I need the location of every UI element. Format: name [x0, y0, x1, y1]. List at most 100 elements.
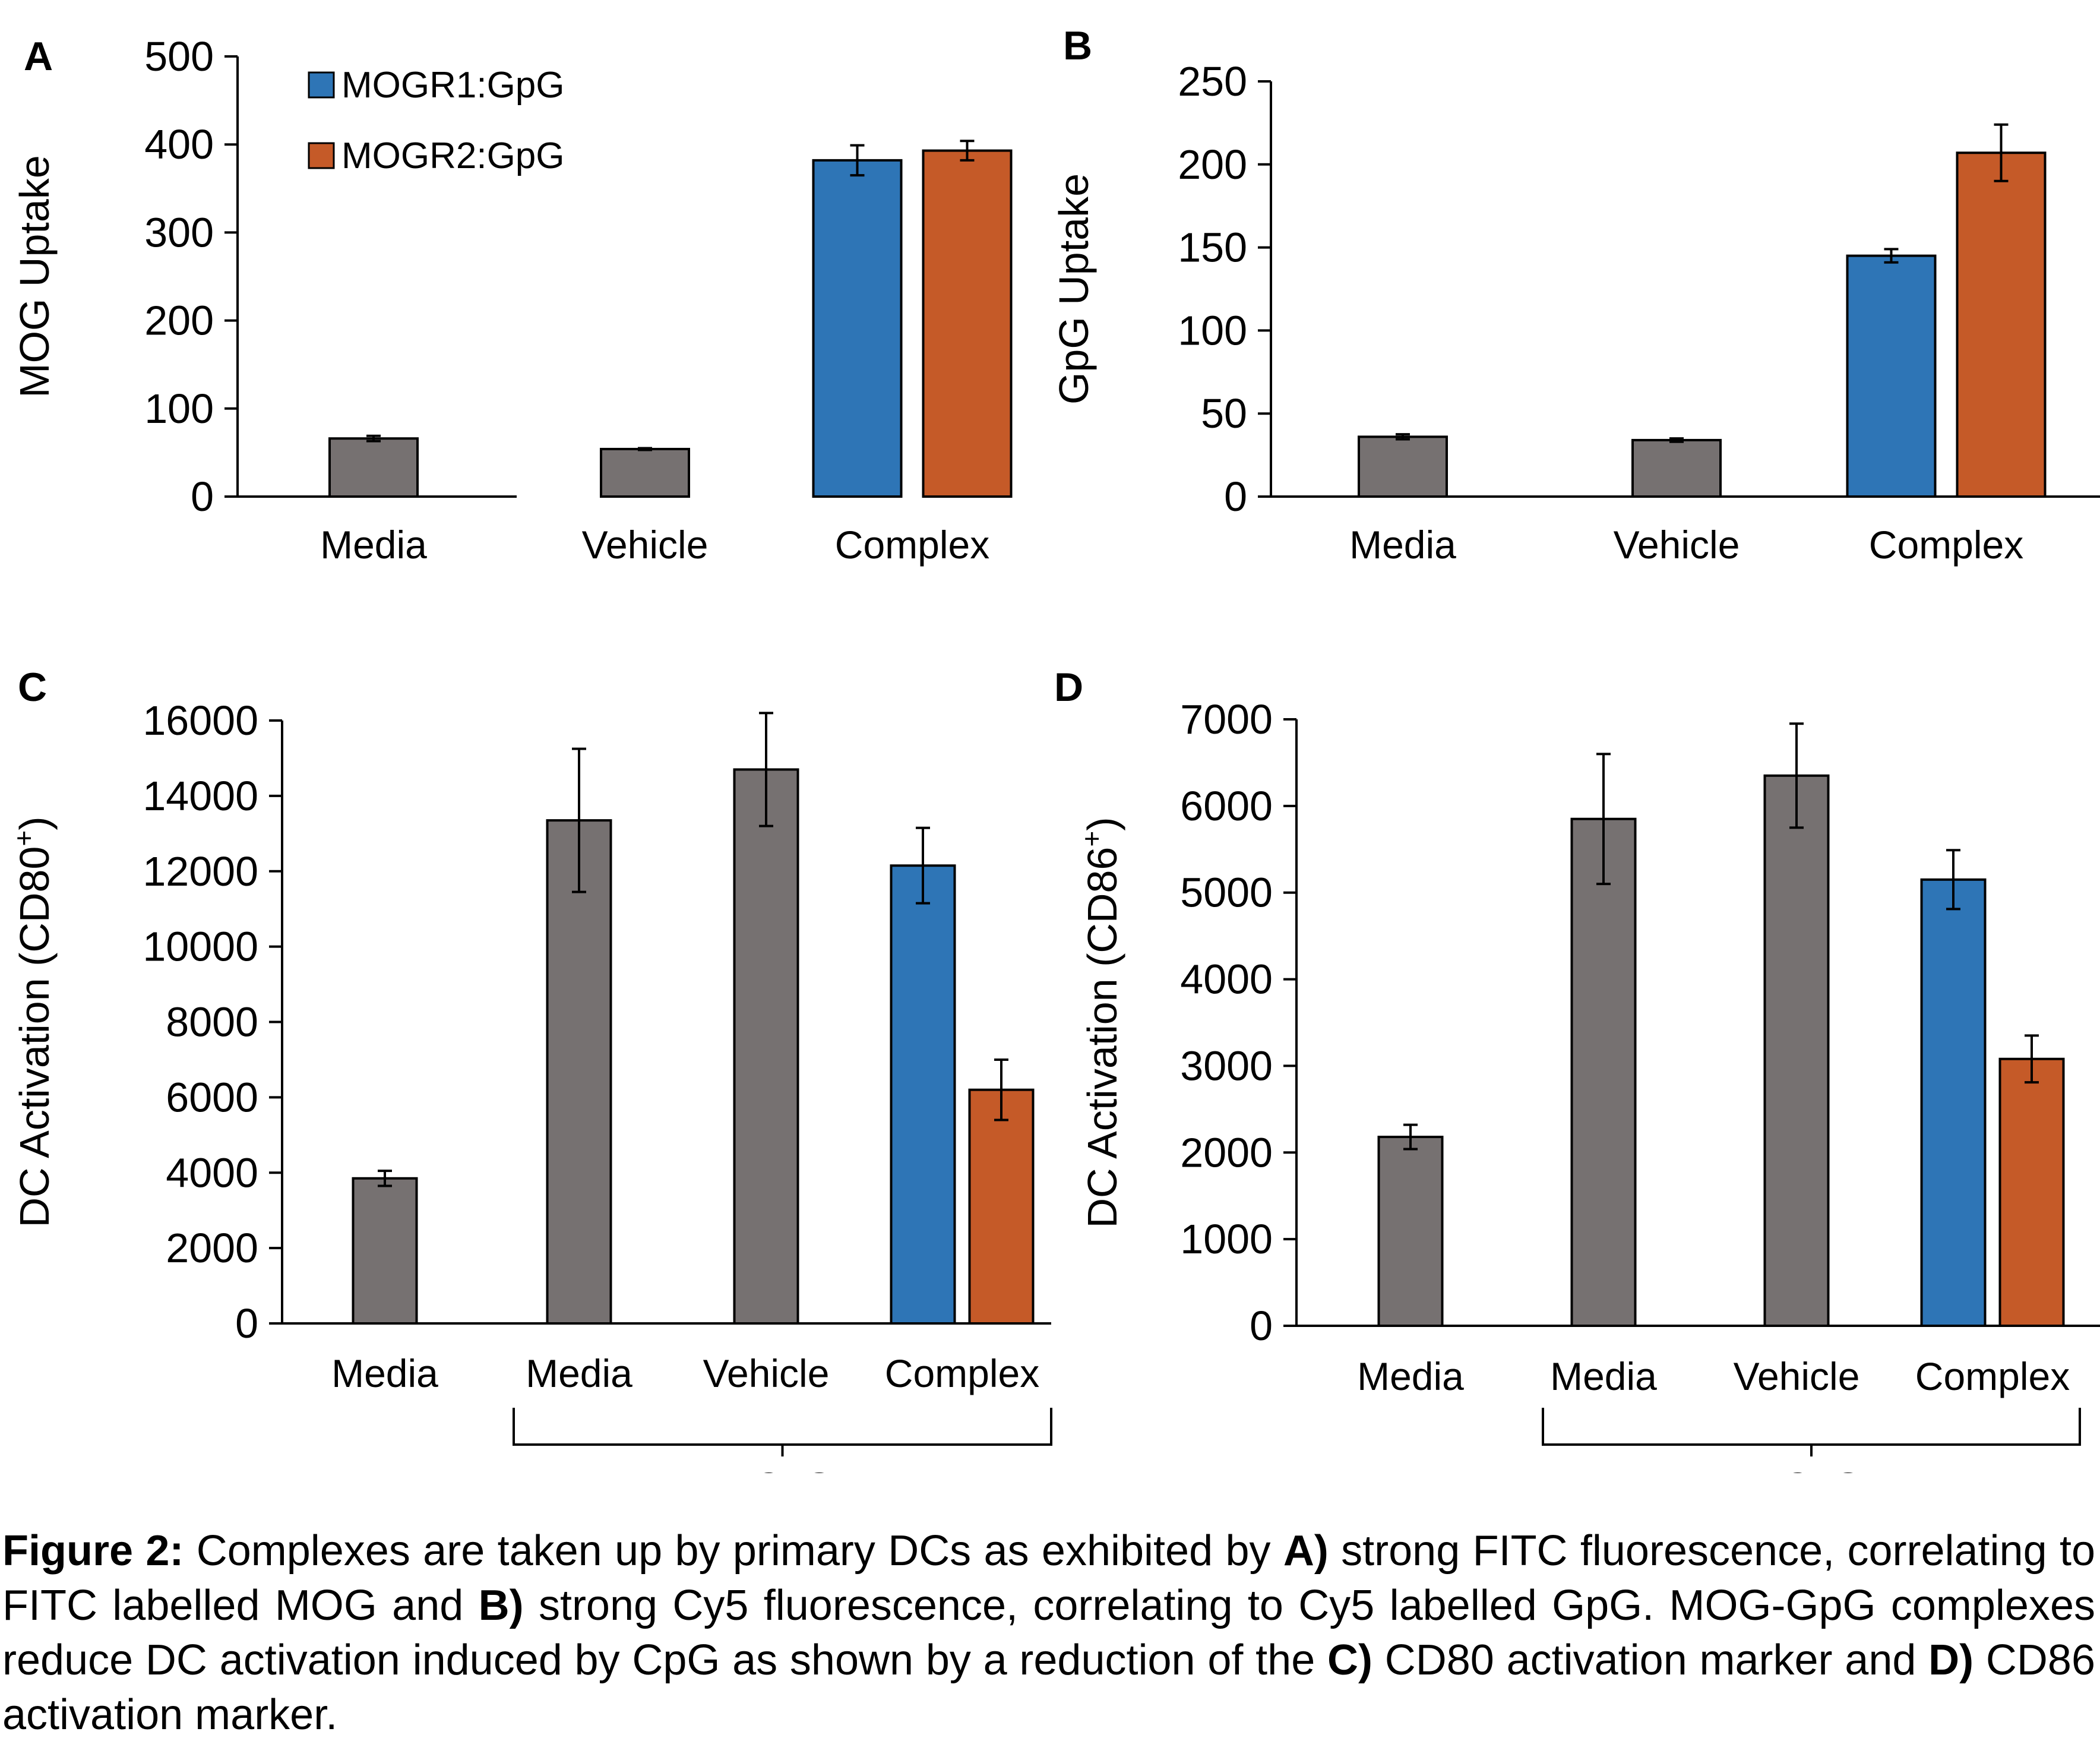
caption-text-run: strong Cy5 fluorescence, correlating to …	[2, 1582, 2096, 1684]
y-tick-label: 14000	[143, 773, 258, 819]
bar	[1763, 774, 1830, 1327]
x-category-label: Complex	[1915, 1354, 2070, 1398]
panel-b: B 0 50 100 150 200 250 GpG Uptake Media Vehicle Co…	[1051, 23, 2100, 567]
group-bracket	[513, 1408, 1052, 1446]
y-tick-label: 1000	[1180, 1216, 1273, 1262]
y-tick-label: 400	[144, 121, 214, 168]
y-tick-label: 7000	[1180, 696, 1273, 742]
y-tick-label: 0	[1224, 473, 1247, 520]
bar	[1846, 254, 1937, 498]
bar	[1570, 817, 1637, 1327]
y-tick-label: 50	[1201, 390, 1247, 437]
legend-label: MOGR1:GpG	[341, 65, 565, 106]
bar	[968, 1088, 1035, 1325]
y-tick-label: 8000	[166, 999, 258, 1045]
y-tick-label: 150	[1178, 225, 1247, 271]
caption-bold-run: A)	[1283, 1527, 1329, 1575]
x-category-label: Vehicle	[1614, 523, 1740, 567]
x-category-label: Media	[1550, 1354, 1657, 1398]
y-tick-label: 300	[144, 209, 214, 255]
y-tick-label: 3000	[1180, 1042, 1273, 1089]
bar	[546, 819, 612, 1325]
bar	[733, 768, 799, 1325]
y-tick-label: 100	[144, 386, 214, 432]
y-axis-title: DC Activation (CD80+)	[8, 816, 58, 1227]
bar	[1920, 878, 1987, 1327]
x-category-label: Vehicle	[582, 523, 709, 567]
bar	[1377, 1136, 1444, 1327]
bar	[1358, 435, 1448, 498]
caption-text-run: CD86 activation marker.	[2, 1636, 2095, 1739]
y-tick-label: 0	[235, 1300, 258, 1347]
caption-text-run: strong FITC fluorescence, correlating to…	[2, 1527, 2096, 1629]
y-tick-label: 12000	[143, 848, 258, 895]
group-bracket-label: +CpG	[1760, 1464, 1863, 1473]
y-axis-title-text: GpG Uptake	[1051, 173, 1097, 405]
bar	[600, 447, 690, 498]
caption-text-run: Complexes are taken up by primary DCs as…	[184, 1527, 1283, 1575]
y-axis-title: MOG Uptake	[11, 155, 58, 397]
caption-text-run: CD80 activation marker and	[1372, 1636, 1929, 1684]
panel-a: A 0 100 200 300 400 500 MOG Uptake Media Vehicle C…	[11, 33, 1013, 567]
group-bracket-label: +CpG	[730, 1464, 834, 1473]
y-tick-label: 500	[144, 33, 214, 80]
legend-label: MOGR2:GpG	[341, 135, 565, 176]
y-tick-label: 100	[1178, 307, 1247, 353]
y-axis-title: DC Activation (CD86+)	[1076, 817, 1125, 1228]
x-category-label: Media	[1349, 523, 1456, 567]
legend-swatch	[308, 71, 335, 99]
y-tick-label: 0	[1250, 1303, 1273, 1349]
caption-bold-run: B)	[478, 1582, 524, 1629]
y-tick-label: 250	[1178, 58, 1247, 105]
x-category-label: Media	[1357, 1354, 1464, 1398]
y-tick-label: 6000	[1180, 783, 1273, 829]
bar	[922, 149, 1013, 498]
y-tick-label: 200	[1178, 141, 1247, 188]
x-category-label: Vehicle	[703, 1351, 830, 1395]
bar	[352, 1177, 418, 1325]
y-tick-label: 0	[191, 473, 214, 520]
figure-caption: Figure 2: Complexes are taken up by prim…	[2, 1524, 2095, 1742]
x-category-label: Complex	[885, 1351, 1039, 1395]
y-axis-title-superscript: +	[1076, 831, 1107, 847]
x-category-label: Complex	[1869, 523, 2023, 567]
x-category-label: Media	[331, 1351, 438, 1395]
y-tick-label: 200	[144, 298, 214, 344]
y-tick-label: 16000	[143, 697, 258, 744]
panel-d: D 0 1000 2000 3000 4000 5000 6000 7000 DC Activat…	[1054, 665, 2100, 1473]
panel-c: C 0 2000 4000 6000 8000 10000 12000 14000 16000 DC…	[8, 665, 1052, 1473]
y-axis-title: GpG Uptake	[1051, 173, 1097, 405]
y-tick-label: 4000	[166, 1149, 258, 1196]
y-axis-title-text: DC Activation (CD80	[11, 846, 58, 1228]
bar	[890, 864, 956, 1325]
y-tick-label: 10000	[143, 924, 258, 970]
caption-bold-run: D)	[1928, 1636, 1974, 1684]
y-axis-title-text: DC Activation (CD86	[1079, 847, 1125, 1228]
y-axis-title-superscript: +	[8, 830, 39, 846]
bar	[328, 437, 419, 498]
y-axis-title-text: MOG Uptake	[11, 155, 58, 397]
legend-swatch	[308, 142, 335, 169]
bar	[1956, 151, 2047, 498]
y-tick-label: 6000	[166, 1074, 258, 1120]
bar	[1631, 438, 1722, 498]
x-category-label: Complex	[835, 523, 989, 567]
x-category-label: Media	[526, 1351, 632, 1395]
panel-letter: D	[1054, 665, 1083, 710]
x-category-label: Vehicle	[1734, 1354, 1860, 1398]
panel-letter: A	[24, 34, 53, 79]
y-axis-title-close: )	[11, 816, 58, 830]
y-tick-label: 2000	[1180, 1129, 1273, 1176]
y-tick-label: 5000	[1180, 870, 1273, 916]
y-axis-title-close: )	[1079, 817, 1125, 830]
caption-bold-run: Figure 2:	[2, 1527, 184, 1575]
y-tick-label: 2000	[166, 1225, 258, 1271]
caption-bold-run: C)	[1327, 1636, 1372, 1684]
bar	[812, 159, 903, 498]
bar	[1998, 1057, 2065, 1327]
group-bracket	[1542, 1408, 2081, 1446]
y-tick-label: 4000	[1180, 956, 1273, 1003]
panel-letter: B	[1063, 23, 1092, 68]
panel-letter: C	[18, 665, 47, 710]
